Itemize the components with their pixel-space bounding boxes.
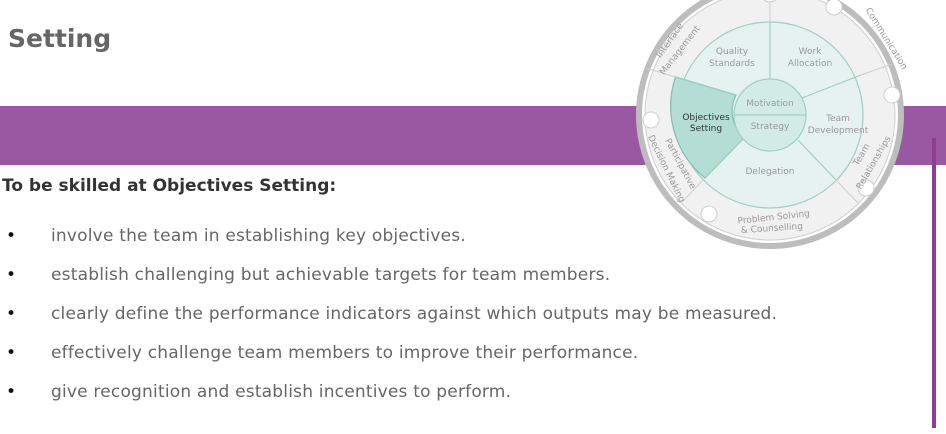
list-item-text: effectively challenge team members to im… [51,343,639,363]
segment-label-team: Team [825,114,850,124]
segment-label-quality: Quality [716,47,749,57]
list-item-text: give recognition and establish incentive… [51,382,512,402]
wheel-spokes [675,22,862,181]
list-item-text: establish challenging but achievable tar… [51,265,611,285]
segment-label-development: Development [808,126,869,136]
segment-label-work: Work [799,47,823,57]
skills-wheel-graphic: Motivation Strategy Quality Standards Wo… [636,0,909,249]
outer-band-dividers [645,0,893,205]
center-label-top: Motivation [746,99,793,109]
segment-label-allocation: Allocation [788,59,832,69]
segment-label-standards: Standards [709,59,755,69]
intro-heading: To be skilled at Objectives Setting: [2,176,337,196]
bullet-icon: • [6,304,17,324]
segment-label-delegation: Delegation [746,167,795,177]
page-title: Setting [8,24,112,53]
puzzle-tabs [642,0,901,223]
objectives-setting-segment [670,76,745,179]
bullet-icon: • [6,265,17,285]
segment-label-objectives: Objectives [682,113,730,123]
bullet-icon: • [6,343,17,363]
bullet-icon: • [6,382,17,402]
outer-label-counselling: & Counselling [740,222,803,236]
accent-line [932,138,936,428]
segment-label-setting: Setting [690,124,722,134]
list-item-text: involve the team in establishing key obj… [51,226,466,246]
bullet-icon: • [6,226,17,246]
list-item-text: clearly define the performance indicator… [51,304,778,324]
skills-wheel: Motivation Strategy Quality Standards Wo… [612,0,928,250]
center-label-bottom: Strategy [751,122,790,132]
